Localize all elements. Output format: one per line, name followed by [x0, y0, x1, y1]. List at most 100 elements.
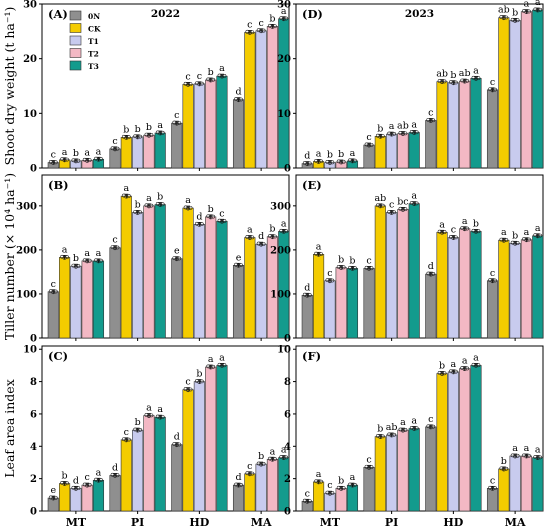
y-tick-label: 2: [30, 474, 37, 485]
data-point: [186, 82, 190, 87]
data-point: [392, 132, 397, 136]
bar: [154, 132, 166, 169]
data-point: [527, 237, 531, 242]
data-point: [174, 121, 179, 126]
significance-letter: a: [247, 225, 253, 236]
bar: [216, 75, 228, 169]
significance-letter: b: [135, 417, 141, 428]
bar: [232, 265, 245, 339]
data-point: [113, 147, 117, 152]
data-point: [177, 121, 182, 125]
data-point: [392, 432, 397, 437]
data-point: [51, 161, 56, 165]
data-point: [124, 438, 129, 443]
data-point: [327, 491, 332, 496]
data-point: [220, 74, 224, 79]
data-point: [350, 483, 355, 488]
significance-letter: b: [73, 148, 79, 159]
significance-letter: b: [439, 361, 445, 372]
data-point: [270, 457, 275, 462]
data-point: [462, 227, 467, 232]
significance-letter: a: [84, 248, 90, 259]
bar: [313, 253, 325, 339]
data-point: [126, 437, 131, 442]
data-point: [76, 486, 81, 491]
significance-letter: c: [185, 71, 190, 82]
bar: [374, 205, 386, 339]
legend-swatch: [69, 35, 82, 46]
data-point: [160, 415, 165, 419]
significance-letter: a: [270, 446, 276, 457]
data-point: [538, 233, 543, 238]
data-point: [115, 146, 120, 151]
data-point: [442, 79, 447, 84]
bar: [70, 488, 82, 512]
significance-letter: b: [501, 456, 507, 467]
data-point: [186, 388, 190, 393]
significance-letter: b: [377, 123, 383, 134]
data-point: [222, 363, 227, 368]
data-point: [327, 161, 332, 165]
significance-letter: ab: [436, 69, 448, 80]
bar: [447, 82, 459, 169]
data-point: [453, 235, 458, 240]
significance-letter: a: [146, 193, 152, 204]
data-point: [451, 236, 456, 240]
data-point: [177, 256, 182, 261]
data-point: [135, 211, 140, 215]
x-tick-label: MA: [505, 516, 526, 528]
data-point: [319, 159, 323, 164]
significance-letter: a: [219, 63, 225, 74]
bar: [171, 258, 183, 339]
data-point: [174, 257, 179, 262]
panel-label: (E): [302, 178, 322, 192]
y-tick-label: 0: [30, 164, 37, 175]
data-point: [281, 456, 286, 461]
significance-letter: b: [123, 124, 129, 135]
data-point: [284, 455, 289, 460]
significance-letter: b: [349, 255, 355, 266]
data-point: [73, 264, 78, 269]
data-point: [113, 474, 117, 478]
bar: [509, 20, 521, 169]
data-point: [259, 462, 264, 467]
y-tick-label: 10: [23, 345, 37, 356]
data-point: [99, 478, 103, 482]
data-point: [490, 486, 495, 491]
bar: [408, 428, 420, 512]
data-point: [369, 465, 374, 470]
significance-letter: b: [146, 122, 152, 133]
data-point: [316, 252, 321, 257]
data-point: [350, 159, 355, 164]
significance-letter: a: [96, 248, 102, 259]
data-point: [250, 235, 255, 240]
data-point: [462, 79, 467, 84]
significance-letter: c: [490, 77, 495, 88]
y-tick-label: 30: [23, 0, 37, 11]
data-point: [188, 205, 193, 210]
data-point: [186, 206, 190, 211]
bar: [154, 416, 166, 512]
bar: [301, 294, 313, 339]
significance-letter: c: [366, 255, 371, 266]
y-tick-label: 100: [16, 289, 37, 300]
data-point: [330, 278, 335, 283]
panel-label: (C): [48, 349, 68, 363]
significance-letter: c: [428, 414, 433, 425]
data-point: [222, 219, 227, 223]
data-point: [124, 135, 129, 140]
data-point: [158, 131, 163, 136]
data-point: [199, 81, 204, 86]
y-tick-label: 6: [30, 409, 37, 420]
bar: [244, 237, 256, 339]
data-point: [65, 157, 69, 162]
bar: [346, 268, 359, 339]
significance-letter: a: [157, 120, 163, 131]
significance-letter: ab: [386, 422, 398, 433]
data-point: [501, 16, 506, 21]
data-point: [239, 483, 243, 487]
data-point: [85, 259, 90, 264]
